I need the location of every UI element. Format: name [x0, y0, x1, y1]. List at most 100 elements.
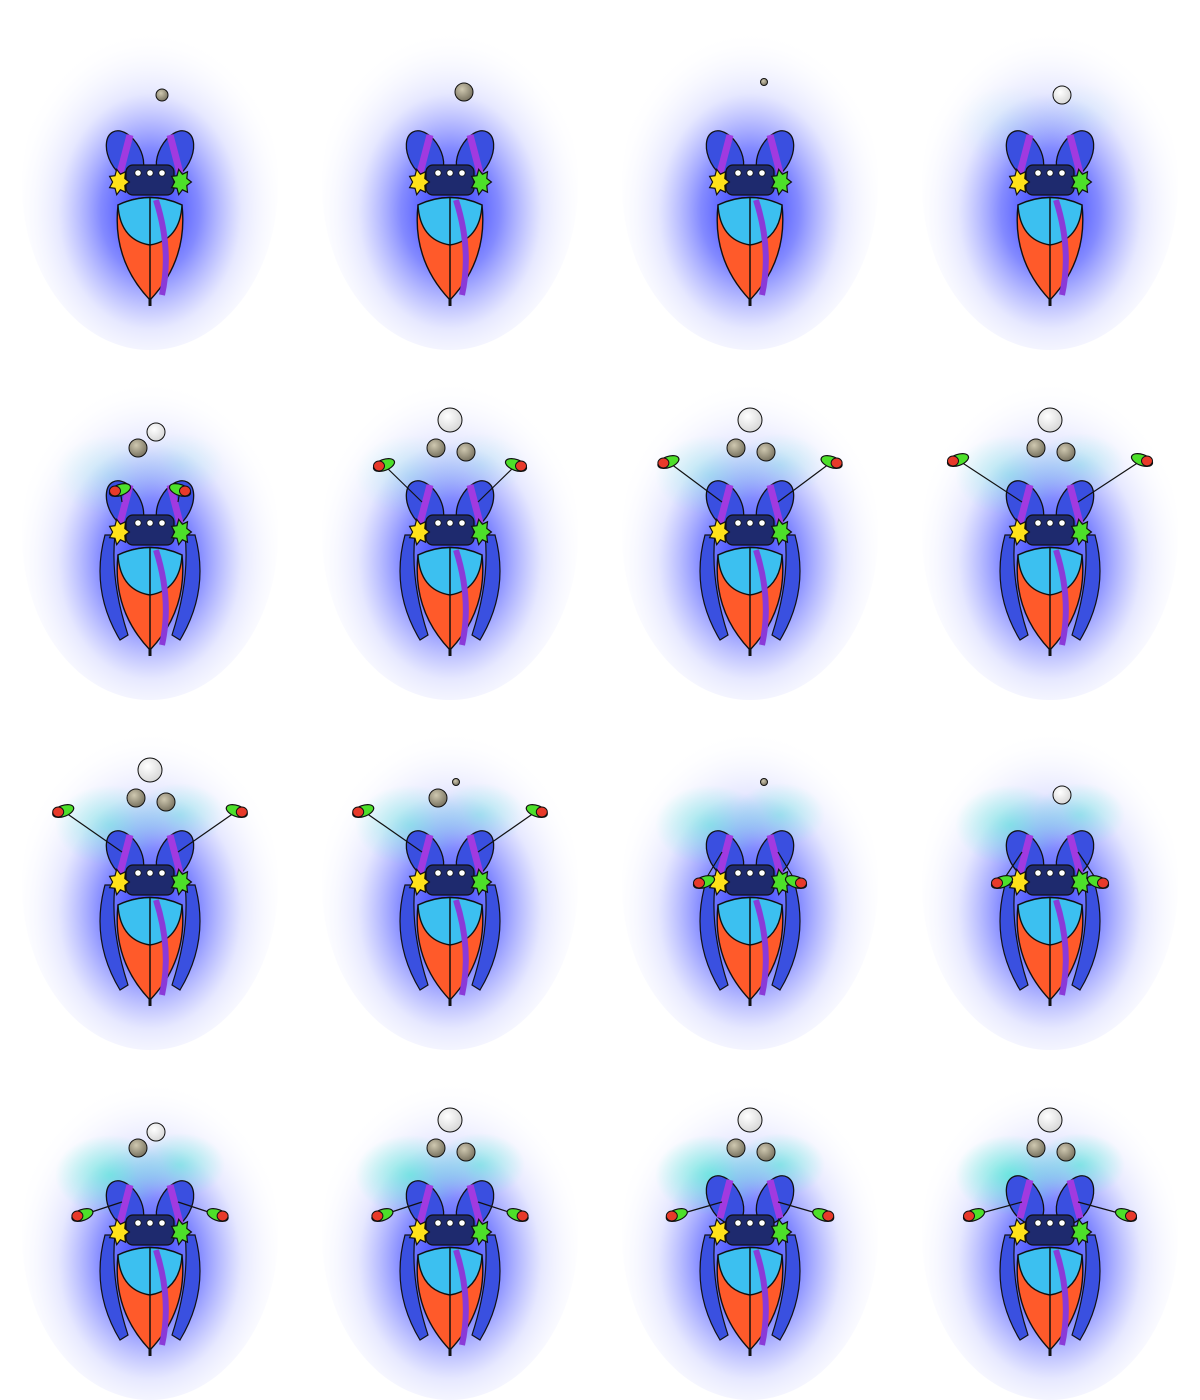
- sprite-frame-5: [0, 350, 300, 700]
- green-cheek-tuft: [770, 867, 793, 897]
- left-hand-tip: [109, 485, 121, 497]
- white-energy-orb: [437, 1107, 463, 1133]
- creature: [71, 1180, 229, 1356]
- right-ear-stripe: [766, 834, 784, 874]
- sprite-frame-9: [0, 700, 300, 1050]
- eye-dot: [758, 169, 766, 177]
- sprite-frame-11: [600, 700, 900, 1050]
- right-side-limb: [771, 1234, 801, 1341]
- right-side-limb: [171, 534, 201, 641]
- yellow-cheek-tuft: [708, 167, 731, 197]
- right-ear-stripe: [1066, 134, 1084, 174]
- eye-dot: [746, 169, 754, 177]
- yellow-cheek-tuft: [1008, 517, 1031, 547]
- yellow-cheek-tuft: [408, 867, 431, 897]
- right-hand-tip: [830, 457, 843, 469]
- right-side-limb: [1071, 534, 1101, 641]
- gray-energy-orb: [128, 438, 148, 458]
- gray-energy-orb: [756, 442, 776, 462]
- sprite-frame-canvas: [22, 1070, 278, 1400]
- left-ear-stripe: [416, 1184, 434, 1224]
- left-side-limb: [699, 884, 729, 991]
- eye-dot: [1058, 869, 1066, 877]
- creature: [692, 830, 808, 1006]
- white-energy-orb: [737, 1107, 763, 1133]
- sprite-frame-7: [600, 350, 900, 700]
- right-arm: [177, 1201, 229, 1222]
- left-hand-tip: [373, 460, 385, 472]
- eye-dot: [446, 869, 454, 877]
- left-ear-stripe: [1016, 1179, 1034, 1219]
- left-arm: [665, 1201, 723, 1222]
- left-arm: [371, 1201, 423, 1222]
- right-arm: [777, 455, 843, 503]
- right-ear-stripe: [466, 484, 484, 524]
- sprite-frame-14: [300, 1050, 600, 1400]
- green-cheek-tuft: [1070, 1217, 1093, 1247]
- left-side-limb: [99, 884, 129, 991]
- eye-dot: [434, 169, 442, 177]
- teal-mist-right: [135, 1133, 225, 1197]
- white-energy-orb: [146, 422, 166, 442]
- sprite-frame-canvas: [622, 20, 878, 350]
- eye-dot: [434, 1219, 442, 1227]
- left-arm: [946, 453, 1023, 503]
- eye-dot: [134, 869, 142, 877]
- left-hand-tip: [657, 457, 670, 469]
- body-purple-stripe: [753, 549, 769, 646]
- green-cheek-tuft: [1070, 517, 1093, 547]
- white-energy-orb: [1037, 1107, 1063, 1133]
- eye-dot: [734, 169, 742, 177]
- body-purple-stripe: [753, 1249, 769, 1346]
- white-energy-orb: [1052, 785, 1072, 805]
- eye-dot: [446, 169, 454, 177]
- right-ear-stripe: [166, 1184, 184, 1224]
- creature: [665, 1175, 835, 1356]
- creature: [657, 455, 843, 656]
- gray-energy-orb: [1056, 1142, 1076, 1162]
- green-cheek-tuft: [770, 167, 793, 197]
- gray-energy-orb: [756, 1142, 776, 1162]
- sprite-frame-canvas: [922, 720, 1178, 1050]
- body-purple-stripe: [753, 899, 769, 996]
- creature: [99, 480, 201, 656]
- green-cheek-tuft: [1070, 167, 1093, 197]
- yellow-cheek-tuft: [108, 1217, 131, 1247]
- body-purple-stripe: [153, 1249, 169, 1346]
- white-energy-orb: [437, 407, 463, 433]
- left-side-limb: [99, 1234, 129, 1341]
- eye-dot: [758, 1219, 766, 1227]
- right-arm: [1077, 453, 1154, 503]
- left-side-limb: [399, 534, 429, 641]
- right-side-limb: [471, 884, 501, 991]
- left-arm: [962, 1201, 1023, 1222]
- eye-dot: [1034, 519, 1042, 527]
- left-ear-stripe: [116, 1184, 134, 1224]
- eye-dot: [746, 869, 754, 877]
- right-arm: [477, 1201, 529, 1222]
- white-energy-orb: [1052, 85, 1072, 105]
- creature: [705, 130, 795, 306]
- sprite-frame-13: [0, 1050, 300, 1400]
- right-arm: [477, 458, 528, 503]
- sprite-frame-6: [300, 350, 600, 700]
- creature: [105, 130, 195, 306]
- eye-dot: [1034, 1219, 1042, 1227]
- left-hand-tip: [52, 806, 65, 818]
- eye-dot: [1046, 169, 1054, 177]
- sprite-frame-8: [900, 350, 1200, 700]
- right-ear-stripe: [766, 1179, 784, 1219]
- creature: [372, 458, 528, 656]
- left-side-limb: [999, 1234, 1029, 1341]
- right-side-limb: [1071, 884, 1101, 991]
- left-side-limb: [399, 884, 429, 991]
- body-purple-stripe: [153, 549, 169, 646]
- eye-dot: [146, 1219, 154, 1227]
- right-hand-tip: [1125, 1210, 1137, 1222]
- sprite-frame-canvas: [322, 1070, 578, 1400]
- gray-energy-orb: [456, 442, 476, 462]
- right-ear-stripe: [766, 134, 784, 174]
- eye-dot: [434, 519, 442, 527]
- gray-energy-orb: [428, 788, 448, 808]
- yellow-cheek-tuft: [1008, 867, 1031, 897]
